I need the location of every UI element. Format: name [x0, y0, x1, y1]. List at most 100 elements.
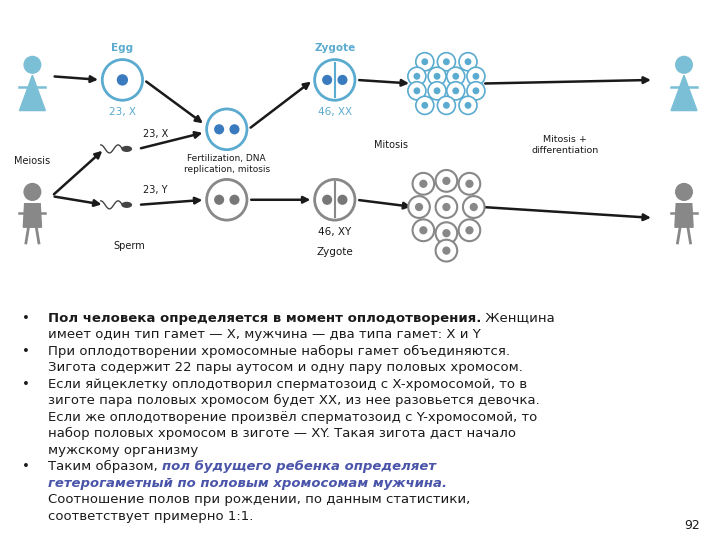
Circle shape: [464, 58, 472, 65]
Circle shape: [436, 170, 457, 192]
Text: 23, Y: 23, Y: [143, 185, 167, 195]
Circle shape: [438, 96, 456, 114]
Circle shape: [433, 87, 441, 94]
Circle shape: [117, 74, 128, 86]
Text: Соотношение полов при рождении, по данным статистики,: Соотношение полов при рождении, по данны…: [48, 494, 470, 507]
Circle shape: [436, 222, 457, 244]
Text: 23, X: 23, X: [109, 107, 136, 117]
Circle shape: [442, 229, 451, 237]
Circle shape: [442, 203, 451, 211]
Circle shape: [413, 73, 420, 80]
Circle shape: [459, 96, 477, 114]
Circle shape: [338, 75, 348, 85]
Text: •: •: [22, 461, 30, 474]
Polygon shape: [19, 75, 45, 111]
Circle shape: [214, 124, 224, 134]
Text: мужскому организму: мужскому организму: [48, 444, 198, 457]
Text: гетерогаметный по половым хромосомам мужчина.: гетерогаметный по половым хромосомам муж…: [48, 477, 447, 490]
Circle shape: [408, 196, 430, 218]
Circle shape: [419, 180, 428, 188]
Circle shape: [408, 82, 426, 100]
Text: Sperm: Sperm: [114, 241, 145, 251]
Circle shape: [207, 109, 247, 150]
Polygon shape: [671, 75, 697, 111]
Circle shape: [24, 184, 41, 200]
Text: пол будущего ребенка определяет: пол будущего ребенка определяет: [162, 461, 436, 474]
Text: 46, XY: 46, XY: [318, 227, 351, 237]
Circle shape: [459, 53, 477, 71]
Circle shape: [464, 102, 472, 109]
Text: При оплодотворении хромосомные наборы гамет объединяются.: При оплодотворении хромосомные наборы га…: [48, 345, 510, 358]
Circle shape: [315, 59, 355, 100]
Circle shape: [467, 67, 485, 85]
Text: Если же оплодотворение произвёл сперматозоид с Y-хромосомой, то: Если же оплодотворение произвёл спермато…: [48, 411, 537, 424]
Text: 92: 92: [684, 519, 700, 532]
Circle shape: [433, 73, 441, 80]
Circle shape: [438, 53, 456, 71]
Circle shape: [436, 240, 457, 261]
Circle shape: [415, 203, 423, 211]
Circle shape: [442, 246, 451, 255]
Text: Женщина: Женщина: [482, 312, 555, 325]
Text: Mitosis +
differentiation: Mitosis + differentiation: [531, 135, 599, 156]
Circle shape: [428, 82, 446, 100]
Circle shape: [416, 96, 433, 114]
Circle shape: [207, 179, 247, 220]
Circle shape: [413, 173, 434, 195]
Circle shape: [675, 184, 693, 200]
Text: •: •: [22, 378, 30, 391]
Circle shape: [230, 124, 240, 134]
Text: •: •: [22, 312, 30, 325]
Ellipse shape: [121, 202, 132, 208]
Circle shape: [24, 56, 41, 73]
Circle shape: [443, 102, 450, 109]
Text: Зигота содержит 22 пары аутосом и одну пару половых хромосом.: Зигота содержит 22 пары аутосом и одну п…: [48, 361, 523, 374]
Circle shape: [472, 73, 480, 80]
Circle shape: [436, 196, 457, 218]
Circle shape: [413, 87, 420, 94]
Text: Zygote: Zygote: [314, 43, 356, 53]
Text: соответствует примерно 1:1.: соответствует примерно 1:1.: [48, 510, 253, 523]
Circle shape: [421, 58, 428, 65]
Text: имеет один тип гамет — X, мужчина — два типа гамет: X и Y: имеет один тип гамет — X, мужчина — два …: [48, 328, 481, 341]
Circle shape: [428, 67, 446, 85]
Circle shape: [452, 87, 459, 94]
Circle shape: [315, 179, 355, 220]
Circle shape: [419, 226, 428, 234]
Circle shape: [322, 75, 332, 85]
Circle shape: [469, 203, 478, 211]
Circle shape: [452, 73, 459, 80]
Circle shape: [408, 67, 426, 85]
Text: Zygote: Zygote: [316, 247, 354, 257]
Circle shape: [421, 102, 428, 109]
Circle shape: [472, 87, 480, 94]
Text: Если яйцеклетку оплодотворил сперматозоид с X-хромосомой, то в: Если яйцеклетку оплодотворил сперматозои…: [48, 378, 527, 391]
Circle shape: [443, 58, 450, 65]
Polygon shape: [23, 204, 42, 227]
Text: зиготе пара половых хромосом будет XX, из нее разовьется девочка.: зиготе пара половых хромосом будет XX, и…: [48, 394, 540, 407]
Circle shape: [446, 82, 465, 100]
Circle shape: [442, 177, 451, 185]
Text: 46, XX: 46, XX: [318, 107, 352, 117]
Circle shape: [459, 173, 480, 195]
Polygon shape: [675, 204, 693, 227]
Text: 23, X: 23, X: [143, 130, 168, 139]
Circle shape: [322, 195, 332, 205]
Circle shape: [465, 226, 474, 234]
Circle shape: [675, 56, 693, 73]
Circle shape: [338, 195, 348, 205]
Ellipse shape: [121, 146, 132, 152]
Text: набор половых хромосом в зиготе — XY. Такая зигота даст начало: набор половых хромосом в зиготе — XY. Та…: [48, 427, 516, 441]
Circle shape: [463, 196, 485, 218]
Circle shape: [467, 82, 485, 100]
Text: Meiosis: Meiosis: [14, 156, 50, 166]
Circle shape: [102, 59, 143, 100]
Text: Fertilization, DNA
replication, mitosis: Fertilization, DNA replication, mitosis: [184, 154, 270, 174]
Circle shape: [413, 219, 434, 241]
Circle shape: [230, 195, 240, 205]
Circle shape: [214, 195, 224, 205]
Circle shape: [446, 67, 465, 85]
Text: •: •: [22, 345, 30, 358]
Text: Egg: Egg: [112, 43, 133, 53]
Circle shape: [459, 219, 480, 241]
